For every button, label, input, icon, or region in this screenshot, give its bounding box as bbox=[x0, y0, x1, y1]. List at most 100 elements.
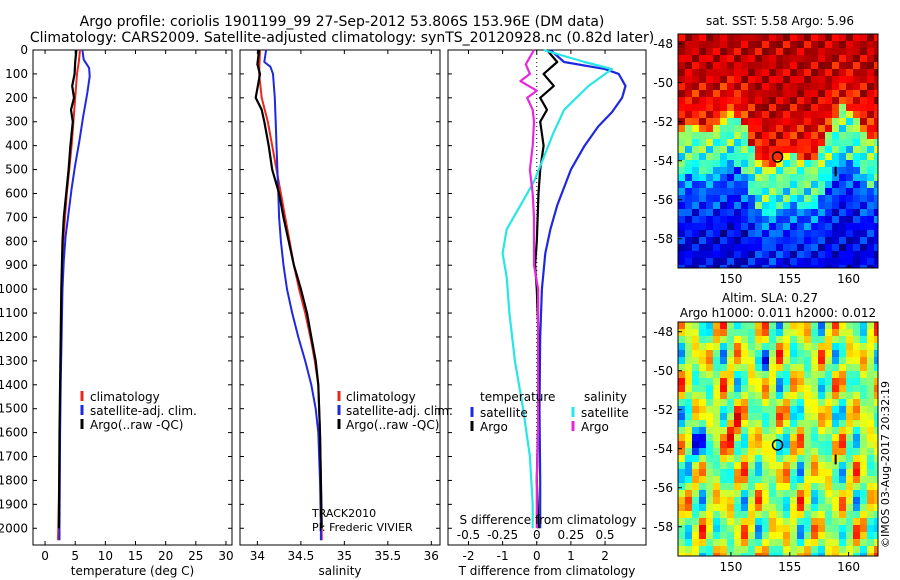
map-cell bbox=[734, 462, 742, 470]
map-cell bbox=[748, 118, 756, 126]
map-cell bbox=[748, 483, 756, 491]
map-cell bbox=[755, 34, 763, 42]
map-cell bbox=[699, 55, 707, 63]
map-cell bbox=[699, 392, 707, 400]
map-cell bbox=[755, 41, 763, 49]
map-cell bbox=[692, 265, 700, 269]
map-cell bbox=[762, 462, 770, 470]
map-cell bbox=[748, 511, 756, 519]
map-cell bbox=[692, 181, 700, 189]
map-cell bbox=[678, 48, 686, 56]
map-cell bbox=[734, 216, 742, 224]
map-cell bbox=[706, 420, 714, 428]
map-cell bbox=[867, 371, 875, 379]
map-cell bbox=[692, 427, 700, 435]
legend-label: Argo bbox=[480, 420, 508, 434]
map-cell bbox=[853, 244, 861, 252]
map-cell bbox=[713, 343, 721, 351]
map-cell bbox=[825, 69, 833, 77]
map-cell bbox=[741, 139, 749, 147]
map-cell bbox=[699, 462, 707, 470]
map-cell bbox=[678, 336, 686, 344]
map-cell bbox=[867, 350, 875, 358]
map-cell bbox=[846, 104, 854, 112]
map-cell bbox=[699, 497, 707, 505]
temperature-series-line bbox=[57, 49, 78, 529]
map-cell bbox=[846, 174, 854, 182]
map-cell bbox=[825, 455, 833, 463]
map-cell bbox=[846, 392, 854, 400]
map-cell bbox=[860, 476, 868, 484]
map-cell bbox=[748, 202, 756, 210]
map-cell bbox=[839, 223, 847, 231]
map-y-tick-label: -58 bbox=[653, 232, 673, 246]
map-cell bbox=[776, 378, 784, 386]
map-cell bbox=[692, 413, 700, 421]
map-cell bbox=[734, 69, 742, 77]
map-cell bbox=[853, 525, 861, 533]
legend-label: climatology bbox=[90, 390, 160, 404]
map-cell bbox=[727, 62, 735, 70]
map-cell bbox=[713, 553, 721, 557]
map-cell bbox=[727, 90, 735, 98]
map-cell bbox=[727, 406, 735, 414]
map-cell bbox=[874, 181, 879, 189]
map-cell bbox=[860, 343, 868, 351]
map-cell bbox=[741, 69, 749, 77]
map-cell bbox=[769, 34, 777, 42]
map-cell bbox=[713, 251, 721, 259]
map-cell bbox=[748, 371, 756, 379]
map-cell bbox=[846, 385, 854, 393]
map-cell bbox=[755, 90, 763, 98]
map-cell bbox=[839, 69, 847, 77]
map-cell bbox=[860, 202, 868, 210]
map-cell bbox=[776, 518, 784, 526]
map-cell bbox=[860, 195, 868, 203]
map-cell bbox=[804, 364, 812, 372]
map-cell bbox=[811, 378, 819, 386]
map-cell bbox=[790, 441, 798, 449]
map-cell bbox=[846, 181, 854, 189]
map-cell bbox=[699, 553, 707, 557]
map-cell bbox=[832, 146, 840, 154]
map-cell bbox=[769, 462, 777, 470]
map-cell bbox=[874, 490, 879, 498]
map-cell bbox=[797, 322, 805, 330]
map-cell bbox=[741, 497, 749, 505]
map-cell bbox=[853, 336, 861, 344]
map-cell bbox=[867, 399, 875, 407]
map-cell bbox=[741, 434, 749, 442]
map-cell bbox=[776, 69, 784, 77]
map-cell bbox=[755, 371, 763, 379]
map-cell bbox=[720, 251, 728, 259]
map-cell bbox=[804, 483, 812, 491]
track-annotation: TRACK2010 bbox=[311, 507, 376, 520]
map-x-tick-label: 155 bbox=[778, 560, 801, 574]
map-cell bbox=[769, 385, 777, 393]
map-cell bbox=[860, 462, 868, 470]
map-cell bbox=[860, 216, 868, 224]
x-tick-label: 0 bbox=[41, 549, 49, 563]
map-cell bbox=[748, 174, 756, 182]
map-cell bbox=[699, 322, 707, 330]
map-cell bbox=[818, 216, 826, 224]
map-cell bbox=[748, 441, 756, 449]
map-cell bbox=[797, 223, 805, 231]
map-cell bbox=[804, 48, 812, 56]
map-cell bbox=[685, 34, 693, 42]
map-cell bbox=[727, 490, 735, 498]
map-cell bbox=[727, 83, 735, 91]
map-cell bbox=[706, 195, 714, 203]
sst-map-panel: sat. SST: 5.58 Argo: 5.96 150 155 160-48-5… bbox=[653, 14, 879, 286]
map-cell bbox=[867, 244, 875, 252]
x-tick-label: 0 bbox=[533, 549, 541, 563]
map-cell bbox=[867, 469, 875, 477]
map-cell bbox=[741, 90, 749, 98]
map-cell bbox=[839, 546, 847, 554]
map-cell bbox=[706, 483, 714, 491]
map-cell bbox=[853, 511, 861, 519]
map-cell bbox=[846, 532, 854, 540]
map-cell bbox=[692, 244, 700, 252]
map-cell bbox=[769, 357, 777, 365]
map-cell bbox=[804, 90, 812, 98]
